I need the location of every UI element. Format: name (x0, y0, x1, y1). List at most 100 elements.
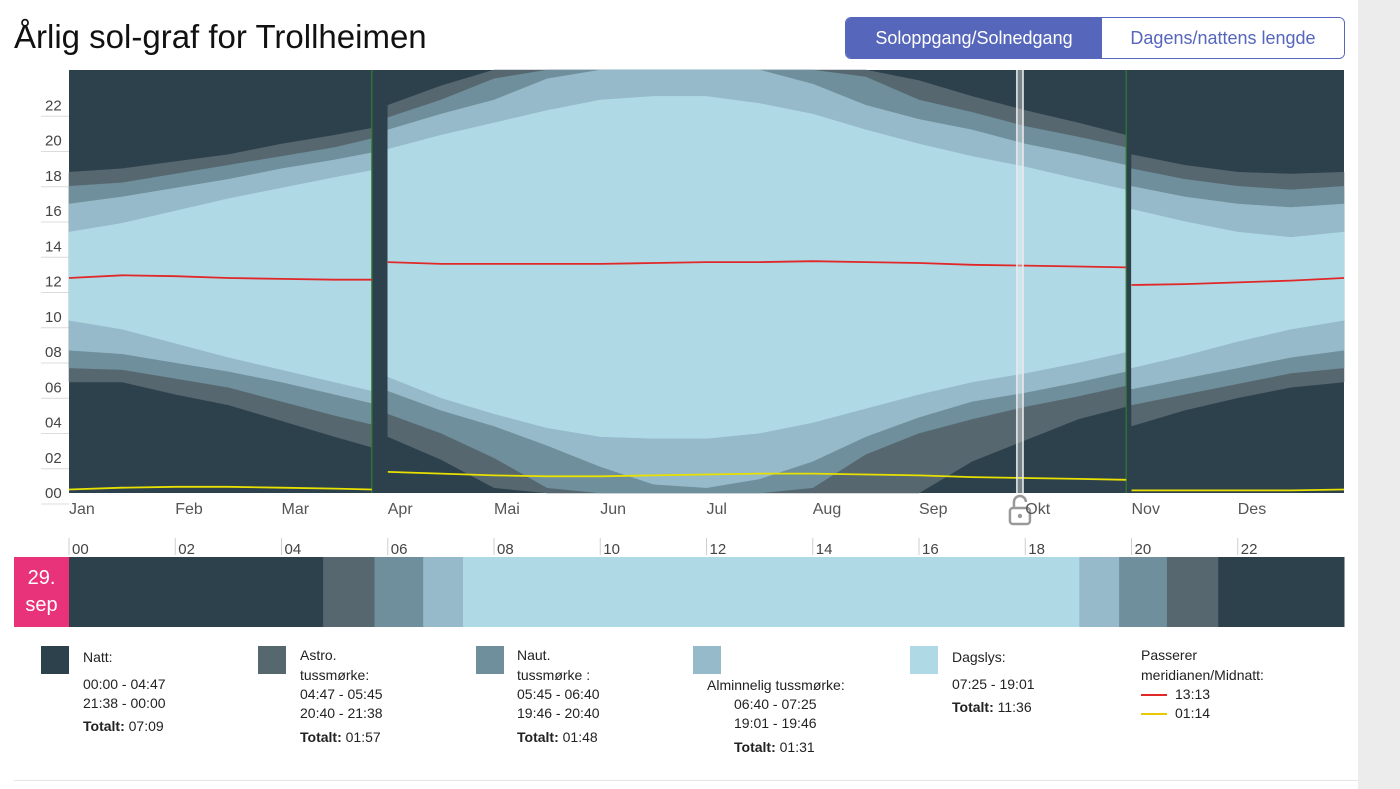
lock-shackle (1012, 494, 1028, 508)
nautical-segment (374, 557, 424, 627)
day-bar: 00 02 04 06 08 10 12 14 16 18 20 22 (68, 538, 1345, 627)
night-swatch (41, 646, 69, 674)
y-tick-label: 22 (45, 97, 62, 114)
y-tick-label: 12 (45, 274, 62, 291)
meridian-label-2: meridianen/Midnatt: (1141, 667, 1264, 683)
month-label: Jan (69, 501, 95, 518)
unlock-icon[interactable] (1008, 494, 1032, 526)
hour-tick-label: 12 (710, 541, 727, 558)
y-tick-label: 18 (45, 168, 62, 185)
nautical-segment (1119, 557, 1168, 627)
day-range-1: 07:25 - 19:01 (952, 676, 1035, 692)
astro-swatch (258, 646, 286, 674)
civil-segment (1079, 557, 1120, 627)
hour-tick-label: 02 (178, 541, 195, 558)
night-label: Natt: (83, 649, 113, 665)
month-label: Mai (494, 501, 520, 518)
midnight-line (68, 485, 372, 491)
twilight-bands (68, 69, 1345, 494)
y-tick-label: 04 (45, 415, 62, 432)
astro-range-2: 20:40 - 21:38 (300, 705, 383, 721)
noon-line (1131, 277, 1345, 286)
bottom-divider (14, 780, 1358, 781)
hour-tick-label: 08 (497, 541, 514, 558)
astro-range-1: 04:47 - 05:45 (300, 686, 383, 702)
astro-segment (323, 557, 375, 627)
page-edge (1358, 0, 1400, 789)
hour-tick-label: 10 (603, 541, 620, 558)
y-tick-label: 20 (45, 133, 62, 150)
y-tick-label: 08 (45, 344, 62, 361)
month-label: Nov (1132, 501, 1160, 518)
nautical-range-2: 19:46 - 20:40 (517, 705, 600, 721)
day-swatch (910, 646, 938, 674)
hour-tick-label: 22 (1241, 541, 1258, 558)
month-label: Feb (175, 501, 203, 518)
y-tick-label: 16 (45, 203, 62, 220)
noon-line-swatch (1141, 694, 1167, 697)
hour-axis: 00 02 04 06 08 10 12 14 16 18 20 22 (68, 538, 1258, 558)
selected-date-highlight (1015, 70, 1024, 493)
day-total-label: Totalt: (952, 699, 994, 715)
civil-total: 01:31 (779, 739, 815, 755)
selected-date-badge: 29. sep (14, 557, 69, 627)
markers (1008, 70, 1032, 526)
civil-swatch (693, 646, 721, 674)
night-segment (1218, 557, 1345, 627)
night-range-2: 21:38 - 00:00 (83, 695, 166, 711)
civil-segment (423, 557, 464, 627)
noon-line (387, 260, 1127, 269)
day-segment (463, 557, 1080, 627)
civil-total-label: Totalt: (734, 739, 776, 755)
page-title: Årlig sol-graf for Trollheimen (14, 18, 427, 55)
y-tick-label: 10 (45, 309, 62, 326)
night-segment (69, 557, 324, 627)
hour-tick-label: 00 (72, 541, 89, 558)
midnight-line (1131, 488, 1345, 492)
noon-time: 13:13 (1175, 686, 1211, 702)
view-toggle: Soloppgang/Solnedgang Dagens/nattens len… (845, 17, 1345, 59)
day-segments (69, 557, 1345, 627)
y-tick-label: 00 (45, 485, 62, 502)
month-label: Mar (282, 501, 310, 518)
meridian-lines (68, 260, 1345, 492)
y-tick-label: 06 (45, 379, 62, 396)
nautical-label-1: Naut. (517, 647, 551, 663)
lock-keyhole (1017, 513, 1023, 519)
nautical-total-label: Totalt: (517, 729, 559, 745)
month-label: Okt (1025, 501, 1050, 518)
astro-total-label: Totalt: (300, 729, 342, 745)
legend: Natt: 00:00 - 04:47 21:38 - 00:00 Totalt… (0, 640, 1358, 780)
astro-label-2: tussmørke: (300, 667, 370, 683)
day-total: 11:36 (997, 699, 1032, 715)
hour-tick-label: 16 (922, 541, 939, 558)
civil-label: Alminnelig tussmørke: (707, 677, 845, 693)
civil-range-2: 19:01 - 19:46 (734, 715, 817, 731)
yearly-sun-chart[interactable]: 00 02 04 06 08 10 12 14 16 18 20 22 Jan Feb Mar Apr Mai… (0, 0, 1400, 560)
night-range-1: 00:00 - 04:47 (83, 676, 166, 692)
daylight-band (1131, 208, 1345, 369)
nautical-label-2: tussmørke : (517, 667, 591, 683)
nautical-total: 01:48 (562, 729, 598, 745)
sunrise-sunset-tab[interactable]: Soloppgang/Solnedgang (846, 18, 1102, 58)
day-night-length-tab[interactable]: Dagens/nattens lengde (1102, 18, 1344, 58)
astro-label-1: Astro. (300, 647, 337, 663)
day-label: Dagslys: (952, 649, 1006, 665)
astro-total: 01:57 (345, 729, 381, 745)
hour-tick-label: 04 (285, 541, 302, 558)
hour-tick-label: 18 (1028, 541, 1045, 558)
y-tick-label: 14 (45, 238, 62, 255)
x-axis: Jan Feb Mar Apr Mai Jun Jul Aug Sep Okt Nov Des (69, 501, 1266, 518)
midnight-time: 01:14 (1175, 705, 1211, 721)
nautical-swatch (476, 646, 504, 674)
month-label: Des (1238, 501, 1266, 518)
month-label: Apr (388, 501, 414, 518)
hour-tick-label: 14 (816, 541, 833, 558)
hour-tick-label: 06 (391, 541, 408, 558)
civil-range-1: 06:40 - 07:25 (734, 696, 817, 712)
midnight-line-swatch (1141, 713, 1167, 716)
month-label: Aug (813, 501, 841, 518)
date-month: sep (25, 594, 58, 616)
meridian-label-1: Passerer (1141, 647, 1198, 663)
astro-segment (1166, 557, 1219, 627)
